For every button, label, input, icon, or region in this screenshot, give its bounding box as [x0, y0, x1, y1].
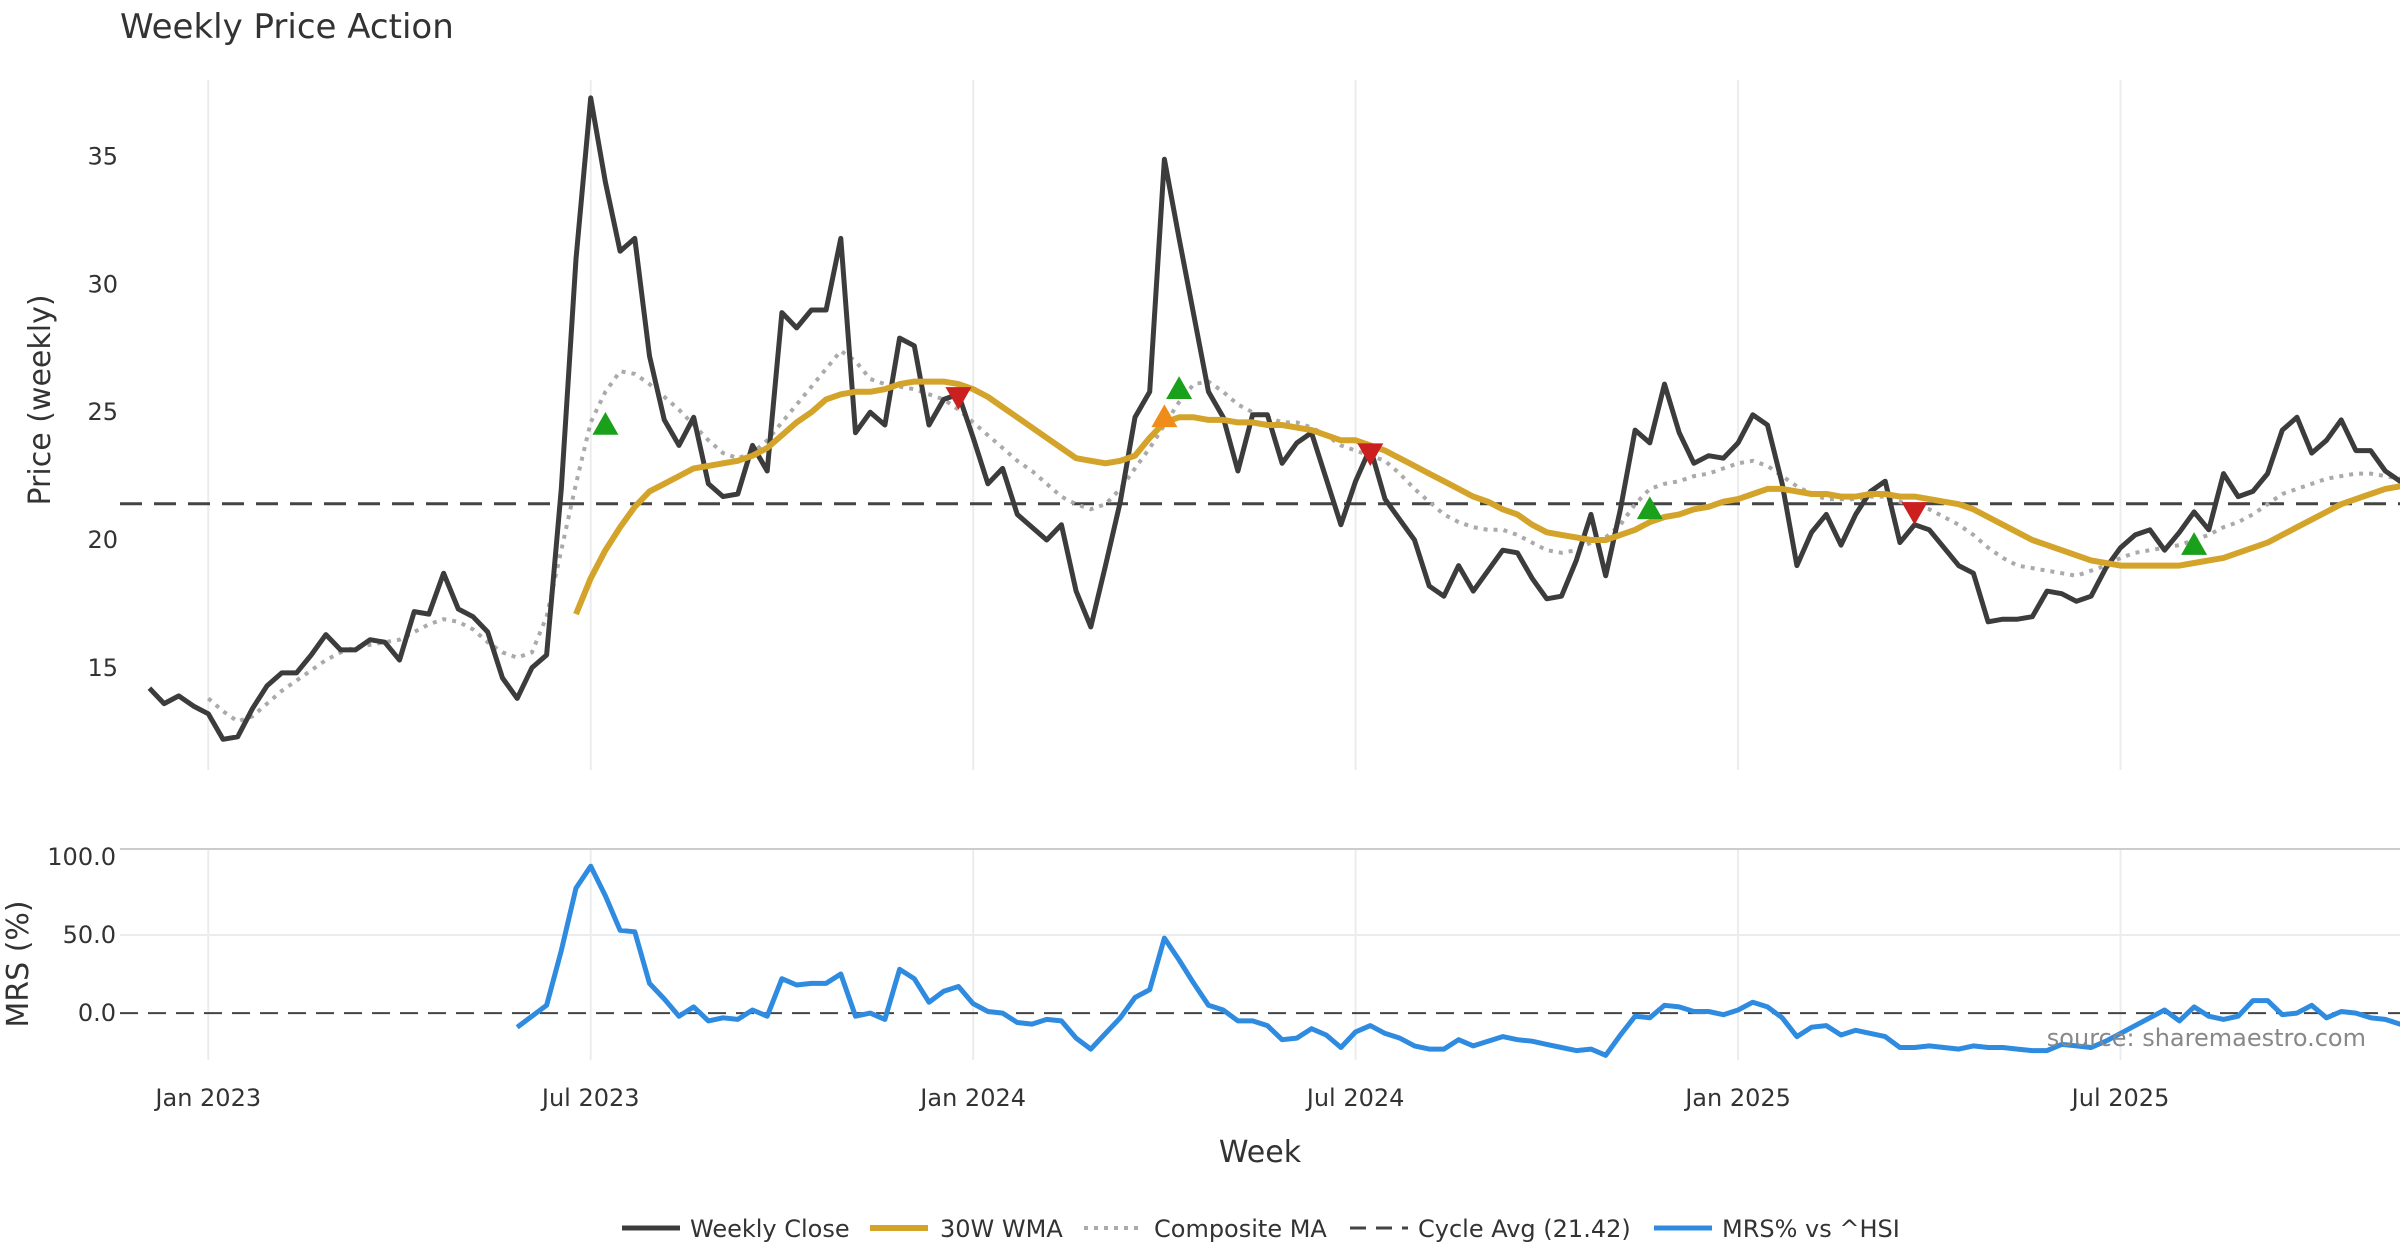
price-y-ticks: 15 20 25 30 35: [87, 143, 118, 682]
price-y-tick-label: 35: [87, 143, 118, 171]
legend-label-weekly-close: Weekly Close: [690, 1215, 850, 1243]
weekly-close-series: [147, 95, 2400, 742]
x-ticks: Jan 2023 Jul 2023 Jan 2024 Jul 2024 Jan 2025…: [153, 1084, 2169, 1112]
legend-label-wma: 30W WMA: [940, 1215, 1063, 1243]
price-y-tick-label: 30: [87, 270, 118, 298]
x-tick-label: Jan 2025: [1683, 1084, 1791, 1112]
buy-signal-marker: [1166, 376, 1193, 399]
legend-label-cycle-avg: Cycle Avg (21.42): [1418, 1215, 1631, 1243]
price-y-axis-label: Price (weekly): [23, 294, 58, 505]
source-annotation: source: sharemaestro.com: [2047, 1024, 2366, 1052]
mrs-gridlines: [120, 849, 2400, 1060]
chart-legend: Weekly Close 30W WMA Composite MA Cycle …: [622, 1215, 1900, 1243]
price-y-tick-label: 20: [87, 526, 118, 554]
x-tick-label: Jul 2025: [2070, 1084, 2170, 1112]
buy-signal-marker: [1636, 496, 1663, 520]
legend-label-mrs: MRS% vs ^HSI: [1722, 1215, 1900, 1243]
x-tick-label: Jul 2023: [540, 1084, 640, 1112]
sell-signal-marker: [1357, 443, 1384, 467]
x-tick-label: Jan 2024: [918, 1084, 1026, 1112]
wma-30w-series: [573, 378, 2400, 616]
mrs-y-tick-label: 50.0: [63, 921, 116, 949]
mrs-y-tick-label: 0.0: [78, 999, 116, 1027]
sell-signal-marker: [1901, 502, 1928, 525]
mrs-series: [515, 863, 2400, 1058]
price-y-tick-label: 15: [87, 654, 118, 682]
price-y-tick-label: 25: [87, 398, 118, 426]
chart-title: Weekly Price Action: [120, 7, 454, 47]
mrs-y-ticks: 0.0 50.0 100.0: [47, 843, 116, 1027]
caution-signal-marker: [1151, 404, 1178, 428]
signal-markers: [592, 376, 2208, 555]
x-tick-label: Jul 2024: [1305, 1084, 1405, 1112]
legend-label-composite: Composite MA: [1154, 1215, 1327, 1243]
sell-signal-marker: [945, 387, 972, 410]
x-tick-label: Jan 2023: [153, 1084, 261, 1112]
mrs-y-tick-label: 100.0: [47, 843, 116, 871]
mrs-y-axis-label: MRS (%): [1, 900, 36, 1027]
buy-signal-marker: [2181, 532, 2208, 555]
price-gridlines: [207, 80, 2122, 770]
buy-signal-marker: [592, 412, 619, 435]
x-axis-label: Week: [1219, 1135, 1302, 1170]
